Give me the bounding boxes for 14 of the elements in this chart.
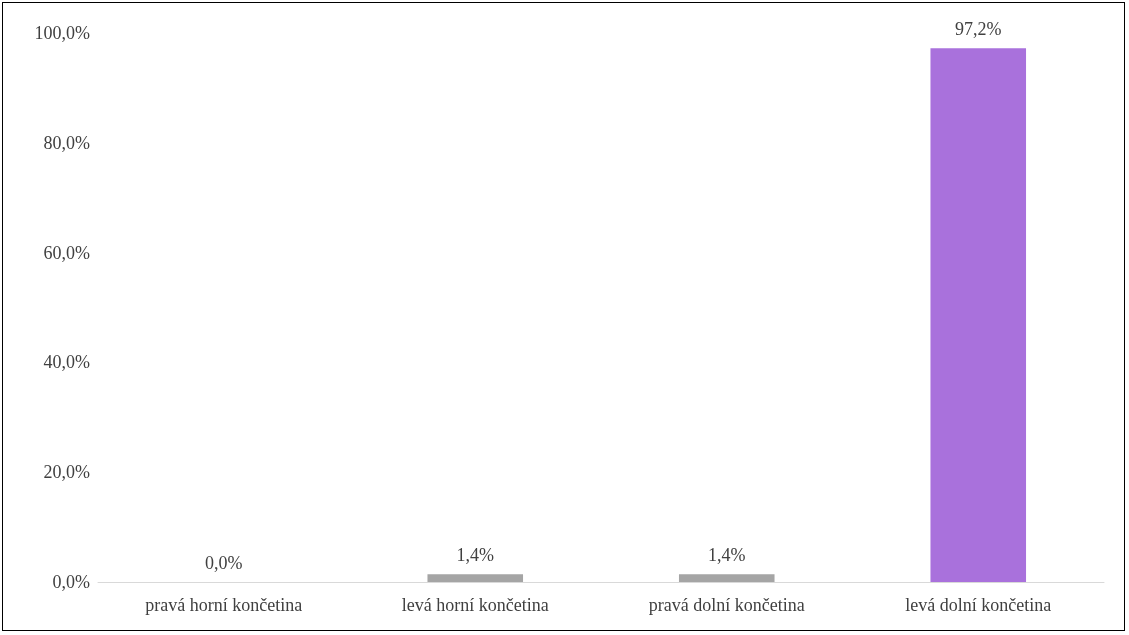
y-tick-label: 60,0% — [43, 242, 90, 263]
x-tick-label: levá dolní končetina — [905, 595, 1052, 615]
y-tick-label: 40,0% — [43, 352, 90, 373]
data-label: 97,2% — [955, 19, 1002, 40]
x-tick-label: pravá dolní končetina — [648, 595, 805, 615]
x-tick-label: pravá horní končetina — [145, 595, 303, 615]
data-label: 0,0% — [205, 553, 243, 573]
y-tick-label: 20,0% — [43, 462, 90, 483]
data-label: 1,4% — [708, 545, 746, 566]
y-tick-label: 100,0% — [34, 23, 90, 43]
y-tick-label: 80,0% — [43, 132, 90, 153]
x-tick-label: levá horní končetina — [401, 595, 549, 615]
data-label: 1,4% — [456, 545, 494, 566]
y-tick-label: 0,0% — [52, 572, 90, 592]
